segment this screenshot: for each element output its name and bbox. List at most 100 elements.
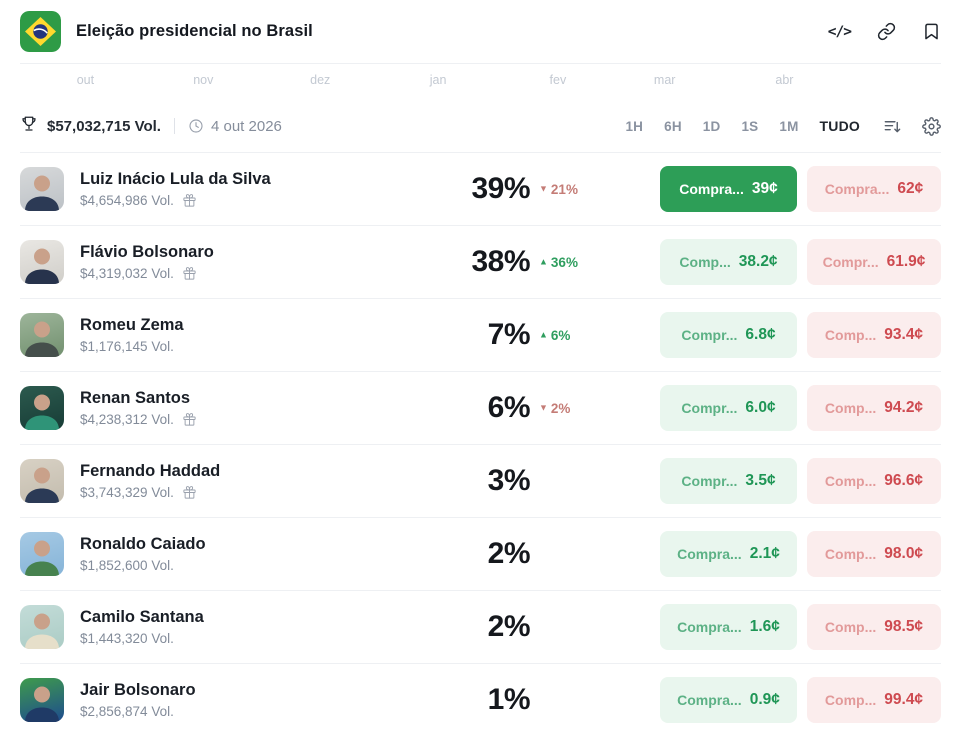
buy-no-button[interactable]: Comp... 99.4¢ [807, 677, 941, 723]
candidate-volume: $4,654,986 Vol. [80, 193, 174, 208]
candidate-avatar [20, 678, 64, 722]
market-header: Eleição presidencial no Brasil </> [20, 0, 941, 63]
buy-no-button[interactable]: Comp... 93.4¢ [807, 312, 941, 358]
candidate-volume: $4,319,032 Vol. [80, 266, 174, 281]
buy-no-price: 62¢ [897, 180, 924, 197]
range-1s[interactable]: 1S [741, 118, 759, 134]
candidate-row[interactable]: Fernando Haddad $3,743,329 Vol. 3% Compr… [20, 444, 941, 517]
chart-time-axis: out nov dez jan fev mar abr [20, 63, 941, 100]
buy-yes-label: Compra... [677, 546, 742, 562]
buy-no-label: Comp... [824, 692, 877, 708]
clock-icon [189, 119, 203, 133]
candidate-row[interactable]: Jair Bolsonaro $2,856,874 Vol. 1% Compra… [20, 663, 941, 736]
buy-no-button[interactable]: Comp... 96.6¢ [807, 458, 941, 504]
buy-no-label: Comp... [824, 473, 877, 489]
buy-no-label: Comp... [824, 327, 877, 343]
candidate-volume: $1,176,145 Vol. [80, 339, 174, 354]
candidate-row[interactable]: Ronaldo Caiado $1,852,600 Vol. 2% Compra… [20, 517, 941, 590]
axis-month-label: out [76, 73, 95, 87]
candidate-info: Flávio Bolsonaro $4,319,032 Vol. [80, 243, 440, 281]
change-arrow-icon [539, 330, 548, 340]
candidate-avatar [20, 167, 64, 211]
buy-yes-button[interactable]: Compr... 6.0¢ [660, 385, 797, 431]
odds-block: 38% 36% [440, 245, 640, 279]
embed-code-icon[interactable]: </> [827, 23, 852, 40]
odds-block: 1% [440, 683, 640, 717]
range-1d[interactable]: 1D [702, 118, 721, 134]
axis-month-label: abr [775, 73, 794, 87]
odds-block: 2% [440, 610, 640, 644]
candidate-avatar [20, 386, 64, 430]
candidate-row[interactable]: Romeu Zema $1,176,145 Vol. 7% 6% Compr..… [20, 298, 941, 371]
buy-yes-price: 0.9¢ [749, 691, 780, 708]
axis-month-label: nov [193, 73, 214, 87]
candidate-odds: 1% [487, 683, 531, 716]
buy-no-label: Comp... [824, 619, 877, 635]
candidate-odds: 6% [487, 391, 531, 424]
candidate-volume: $1,443,320 Vol. [80, 631, 174, 646]
axis-month-label: mar [653, 73, 676, 87]
buy-yes-button[interactable]: Compra... 39¢ [660, 166, 797, 212]
buy-no-price: 96.6¢ [884, 472, 924, 489]
candidate-row[interactable]: Renan Santos $4,238,312 Vol. 6% 2% Compr… [20, 371, 941, 444]
candidate-volume: $4,238,312 Vol. [80, 412, 174, 427]
header-actions: </> [828, 22, 941, 41]
odds-block: 7% 6% [440, 318, 640, 352]
range-tudo[interactable]: TUDO [819, 118, 860, 134]
buy-yes-button[interactable]: Compra... 2.1¢ [660, 531, 797, 577]
sort-icon[interactable] [883, 117, 902, 136]
range-1m[interactable]: 1M [779, 118, 799, 134]
buy-no-button[interactable]: Compra... 62¢ [807, 166, 941, 212]
range-1h[interactable]: 1H [625, 118, 644, 134]
trophy-icon [20, 115, 38, 138]
buy-yes-label: Compr... [681, 473, 738, 489]
gift-icon [183, 486, 196, 499]
buy-no-price: 98.0¢ [884, 545, 924, 562]
odds-change: 21% [539, 182, 578, 197]
bookmark-icon[interactable] [922, 22, 941, 41]
chart-tools [883, 116, 941, 136]
buy-no-label: Comp... [824, 546, 877, 562]
end-date: 4 out 2026 [188, 118, 282, 135]
candidate-row[interactable]: Luiz Inácio Lula da Silva $4,654,986 Vol… [20, 152, 941, 225]
axis-month-label: fev [549, 73, 567, 87]
buy-yes-label: Compra... [679, 181, 744, 197]
candidate-name: Luiz Inácio Lula da Silva [80, 170, 271, 188]
candidate-name: Renan Santos [80, 389, 191, 407]
candidate-odds: 39% [471, 172, 530, 205]
buy-no-price: 93.4¢ [884, 326, 924, 343]
stats-bar: $57,032,715 Vol. 4 out 2026 1H 6H 1D 1S … [20, 100, 941, 152]
candidate-odds: 2% [487, 537, 531, 570]
candidate-avatar [20, 605, 64, 649]
buy-no-button[interactable]: Compr... 61.9¢ [807, 239, 941, 285]
buy-yes-price: 6.0¢ [745, 399, 776, 416]
range-6h[interactable]: 6H [664, 118, 682, 134]
candidate-avatar [20, 240, 64, 284]
buy-no-price: 61.9¢ [886, 253, 926, 270]
candidate-volume: $1,852,600 Vol. [80, 558, 174, 573]
copy-link-icon[interactable] [877, 22, 896, 41]
candidate-name: Fernando Haddad [80, 462, 221, 480]
candidate-info: Luiz Inácio Lula da Silva $4,654,986 Vol… [80, 170, 440, 208]
candidate-row[interactable]: Flávio Bolsonaro $4,319,032 Vol. 38% 36%… [20, 225, 941, 298]
candidate-avatar [20, 313, 64, 357]
buy-yes-button[interactable]: Comp... 38.2¢ [660, 239, 797, 285]
odds-change-value: 6% [550, 327, 571, 343]
buy-no-button[interactable]: Comp... 98.5¢ [807, 604, 941, 650]
gear-icon[interactable] [922, 116, 941, 136]
buy-yes-button[interactable]: Compr... 6.8¢ [660, 312, 797, 358]
brazil-flag-icon [20, 11, 61, 52]
buy-yes-button[interactable]: Compra... 0.9¢ [660, 677, 797, 723]
odds-change: 2% [539, 401, 571, 416]
buy-no-button[interactable]: Comp... 94.2¢ [807, 385, 941, 431]
gift-icon [183, 413, 196, 426]
candidate-row[interactable]: Camilo Santana $1,443,320 Vol. 2% Compra… [20, 590, 941, 663]
total-volume: $57,032,715 Vol. [47, 117, 161, 135]
divider [173, 118, 175, 134]
buy-no-button[interactable]: Comp... 98.0¢ [807, 531, 941, 577]
page-title: Eleição presidencial no Brasil [76, 22, 313, 40]
candidate-odds: 2% [487, 610, 531, 643]
buy-yes-button[interactable]: Compr... 3.5¢ [660, 458, 797, 504]
buy-yes-button[interactable]: Compra... 1.6¢ [660, 604, 797, 650]
